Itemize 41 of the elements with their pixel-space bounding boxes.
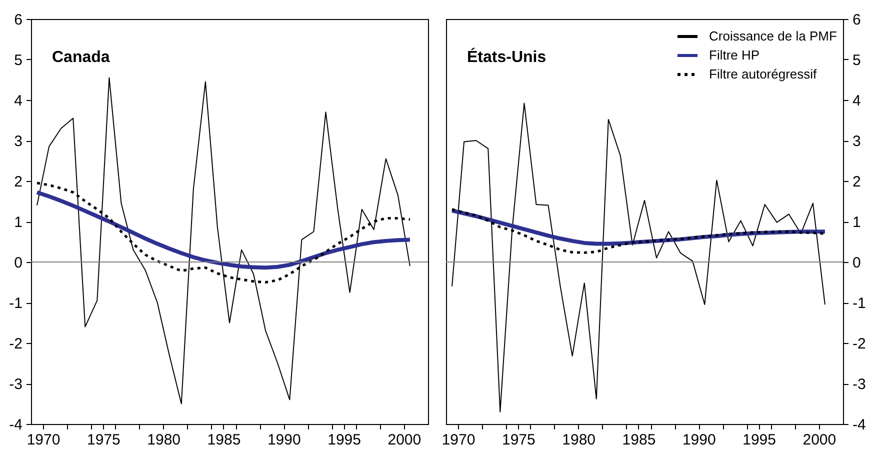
y-tick-label: 5 bbox=[852, 52, 861, 69]
x-tick-label: 1970 bbox=[26, 432, 60, 448]
y-tick-label: 3 bbox=[14, 133, 22, 150]
x-tick-label: 2000 bbox=[388, 432, 422, 448]
x-tick-label: 1985 bbox=[622, 432, 656, 448]
y-tick-label: -4 bbox=[9, 416, 22, 434]
x-tick-label: 1985 bbox=[207, 432, 241, 448]
x-tick-label: 1990 bbox=[267, 432, 301, 448]
y-tick-label: -3 bbox=[9, 376, 22, 393]
y-tick-label: -1 bbox=[9, 295, 22, 312]
y-tick-label: -3 bbox=[852, 376, 866, 393]
y-tick-label: 6 bbox=[14, 12, 22, 28]
y-tick-label: 3 bbox=[852, 133, 861, 150]
y-tick-label: 1 bbox=[14, 214, 22, 231]
y-tick-label: -4 bbox=[852, 416, 866, 434]
legend-label: Croissance de la PMF bbox=[709, 28, 837, 44]
legend-label: Filtre HP bbox=[709, 48, 760, 62]
x-tick-label: 1995 bbox=[328, 432, 361, 448]
y-tick-label: 2 bbox=[14, 174, 22, 190]
y-tick-label: 1 bbox=[852, 214, 861, 231]
x-tick-label: 1980 bbox=[562, 432, 596, 448]
y-tick-label: 2 bbox=[852, 174, 861, 190]
y-tick-label: 5 bbox=[14, 52, 22, 69]
x-tick-label: 1975 bbox=[502, 432, 536, 448]
y-tick-label: -2 bbox=[852, 336, 866, 352]
text: États-Unis bbox=[467, 47, 546, 66]
x-tick-label: 1990 bbox=[682, 432, 716, 448]
x-tick-label: 1975 bbox=[86, 432, 120, 448]
legend-label: Filtre autorégressif bbox=[709, 66, 818, 82]
x-tick-label: 2000 bbox=[802, 432, 836, 448]
x-tick-label: 1970 bbox=[442, 432, 476, 448]
y-tick-label: 4 bbox=[14, 92, 22, 110]
y-tick-label: -2 bbox=[9, 336, 22, 352]
y-tick-label: 0 bbox=[14, 254, 22, 272]
x-tick-label: 1995 bbox=[742, 432, 776, 448]
y-tick-label: -1 bbox=[852, 295, 866, 312]
x-tick-label: 1980 bbox=[147, 432, 181, 448]
y-tick-label: 4 bbox=[852, 92, 861, 110]
y-tick-label: 0 bbox=[852, 254, 861, 272]
y-tick-label: 6 bbox=[852, 12, 861, 28]
text: Canada bbox=[52, 49, 110, 66]
